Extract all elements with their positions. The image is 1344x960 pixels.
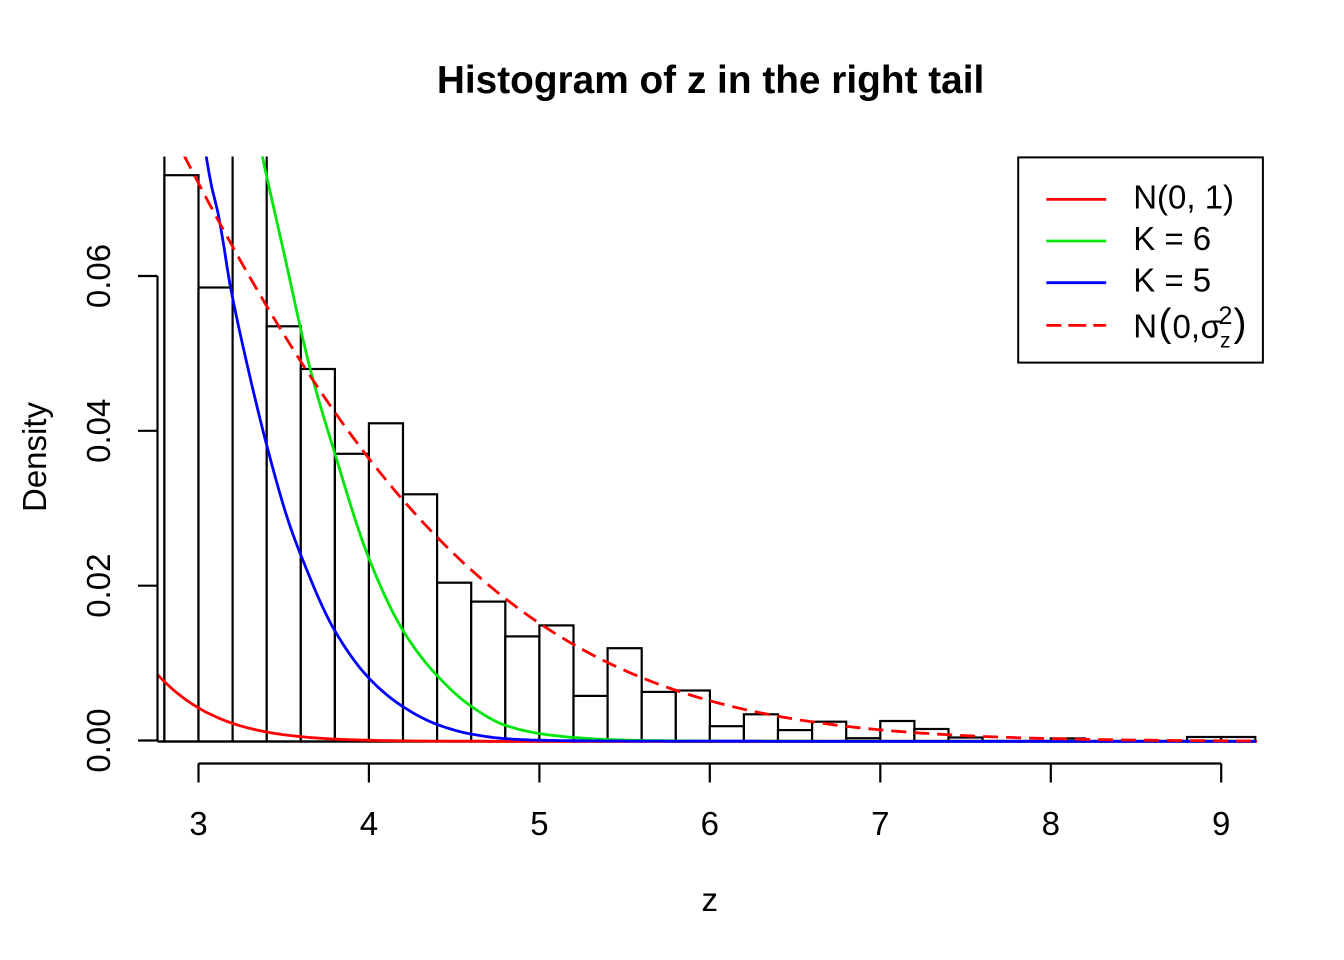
svg-text:σ: σ [1201,308,1221,345]
svg-text:K = 5: K = 5 [1133,262,1211,299]
svg-text:(: ( [1159,302,1172,345]
svg-text:0,: 0, [1173,308,1201,345]
svg-text:N: N [1133,308,1157,345]
svg-text:0.04: 0.04 [80,399,117,463]
svg-text:K = 6: K = 6 [1133,220,1211,257]
svg-text:Histogram of z in the right ta: Histogram of z in the right tail [437,59,984,102]
svg-text:z: z [1220,330,1231,353]
svg-text:0.02: 0.02 [80,554,117,618]
svg-text:z: z [702,881,719,918]
svg-text:7: 7 [871,805,889,842]
svg-text:): ) [1234,302,1247,345]
svg-text:0.06: 0.06 [80,244,117,308]
svg-text:9: 9 [1212,805,1230,842]
svg-text:5: 5 [530,805,548,842]
svg-text:6: 6 [701,805,719,842]
svg-text:3: 3 [189,805,207,842]
svg-text:0.00: 0.00 [80,708,117,772]
svg-text:4: 4 [360,805,378,842]
svg-text:N(0, 1): N(0, 1) [1133,178,1234,215]
svg-text:8: 8 [1042,805,1060,842]
svg-text:Density: Density [16,401,53,512]
svg-text:2: 2 [1219,302,1233,330]
